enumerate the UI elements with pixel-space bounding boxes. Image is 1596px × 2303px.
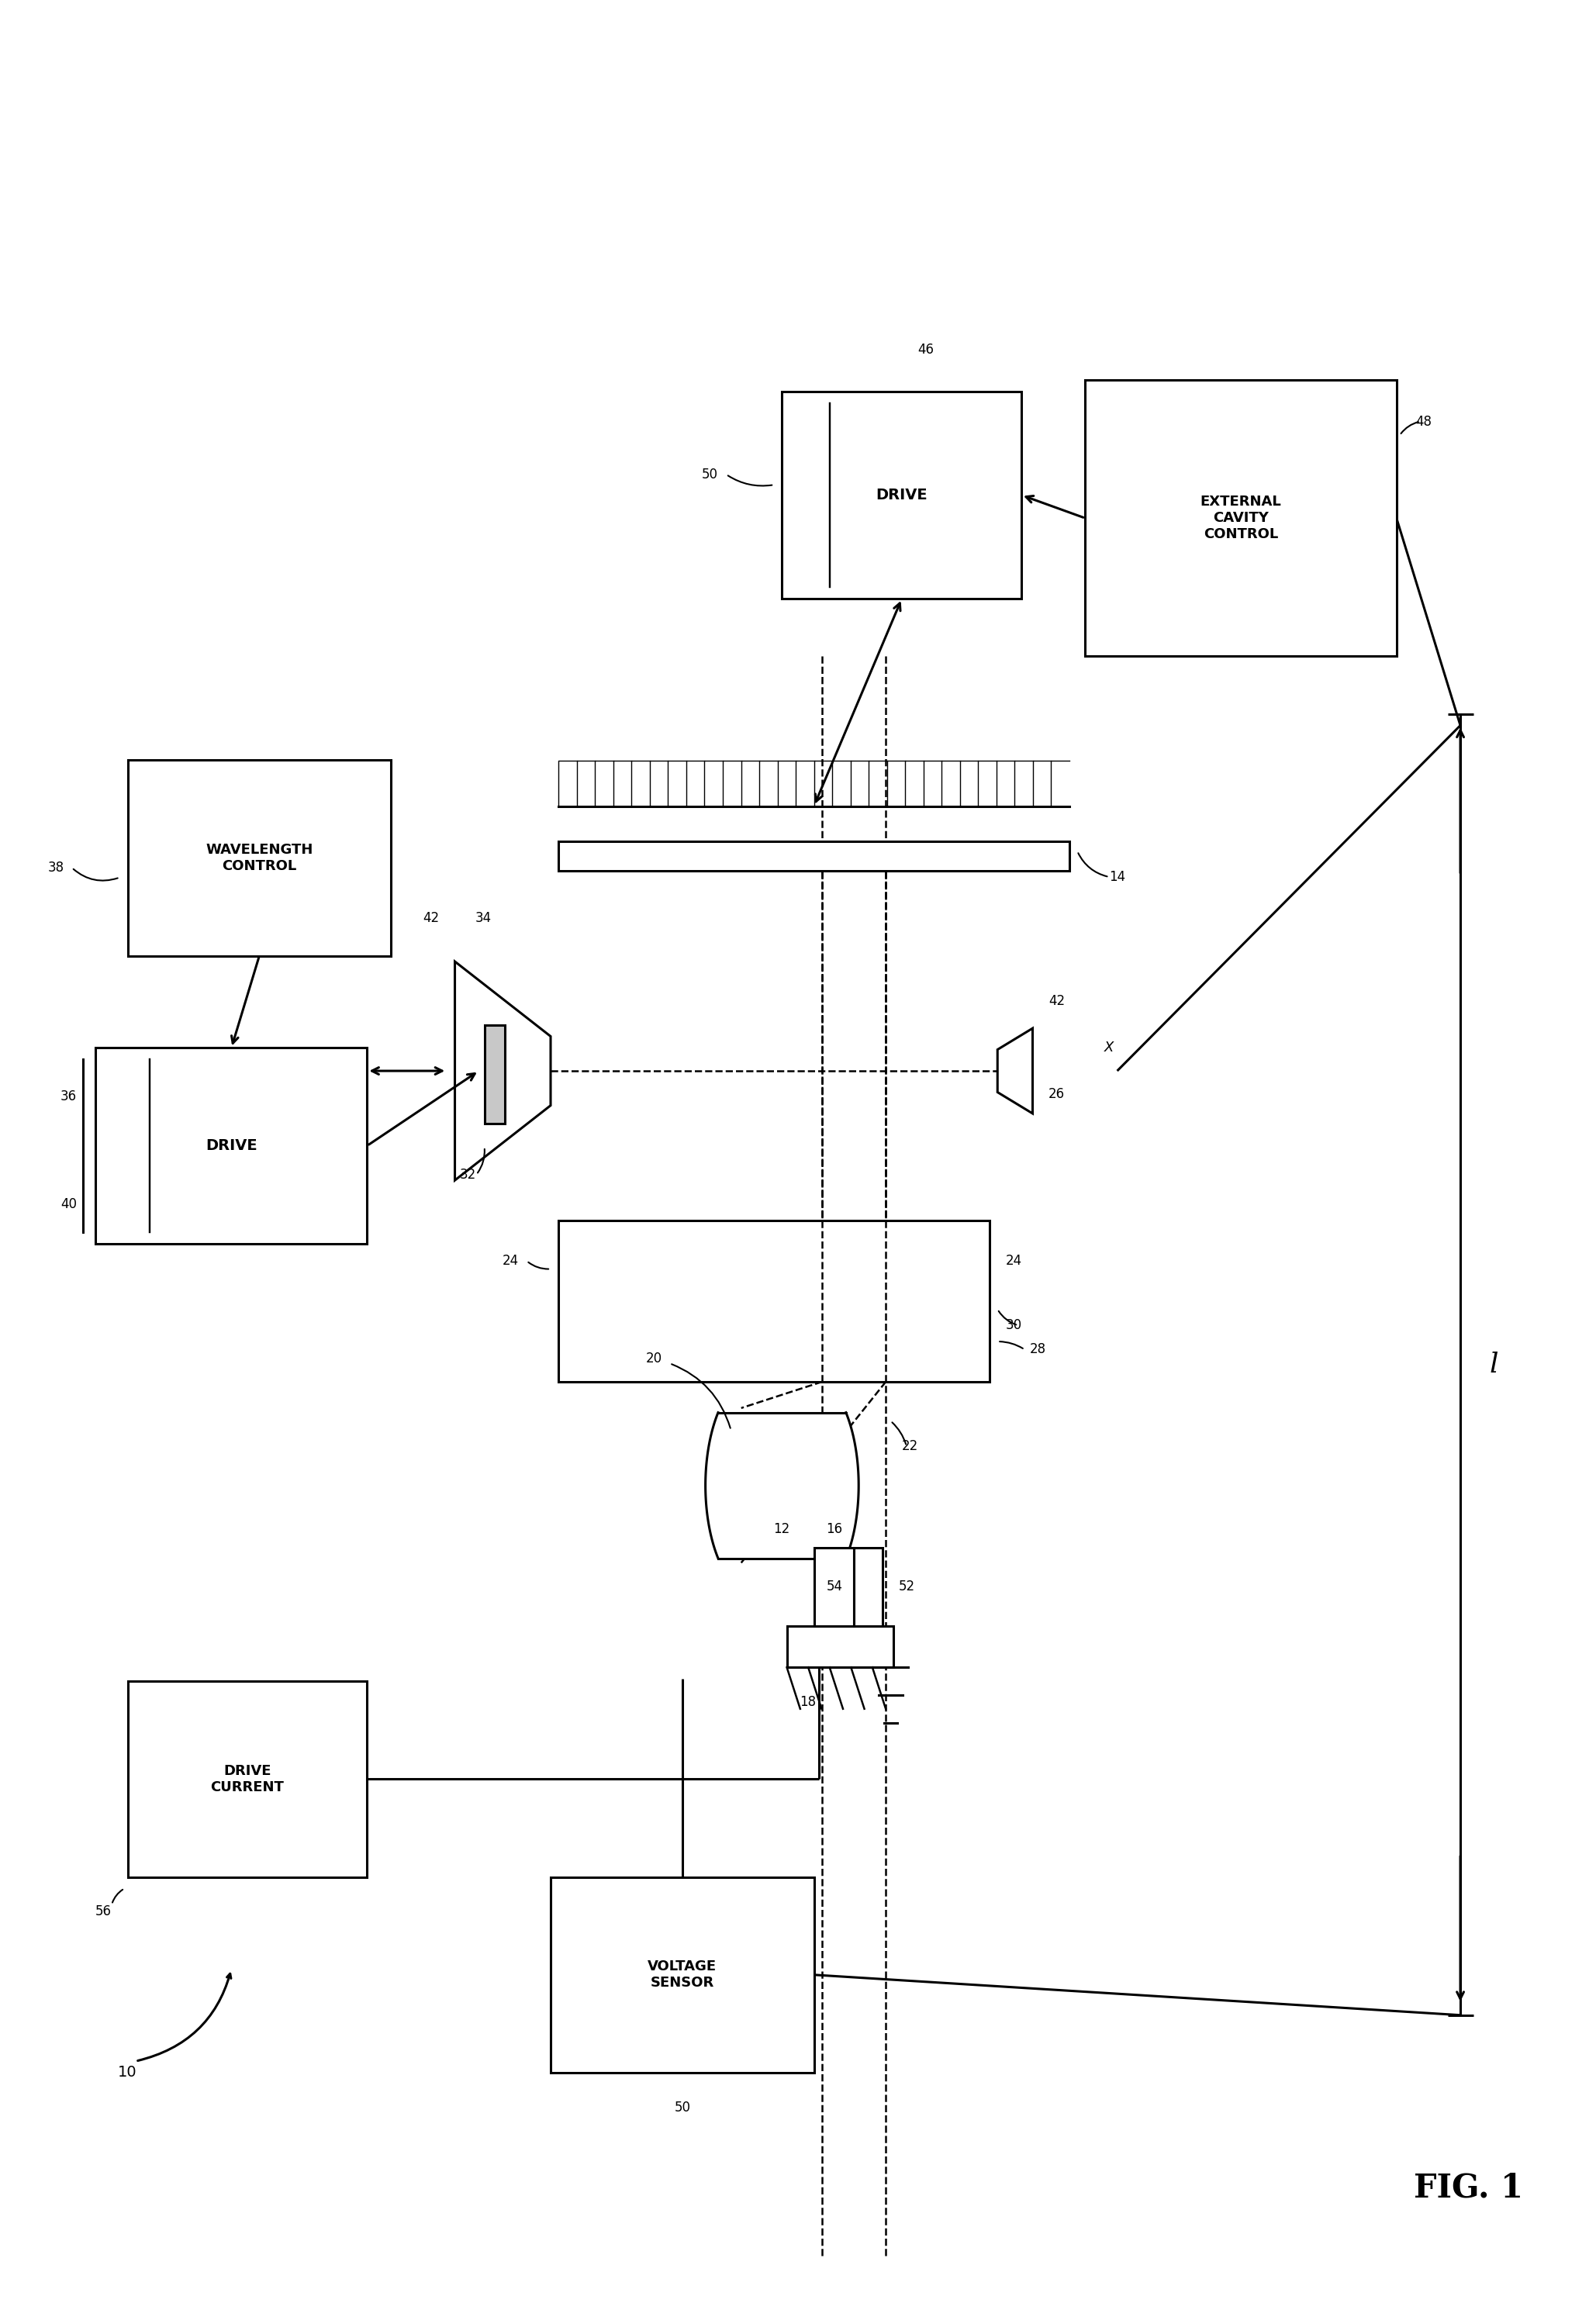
Text: X: X	[1104, 1041, 1114, 1055]
Polygon shape	[455, 963, 551, 1181]
Text: 38: 38	[48, 861, 64, 875]
Text: FIG. 1: FIG. 1	[1414, 2172, 1523, 2204]
Bar	[559, 1221, 990, 1382]
Text: 12: 12	[774, 1522, 790, 1536]
Text: 50: 50	[702, 468, 718, 481]
Text: EXTERNAL
CAVITY
CONTROL: EXTERNAL CAVITY CONTROL	[1200, 495, 1282, 541]
Bar	[96, 1048, 367, 1244]
Text: 56: 56	[96, 1905, 112, 1918]
Text: 36: 36	[61, 1089, 77, 1103]
Text: 20: 20	[646, 1352, 662, 1366]
Text: DRIVE: DRIVE	[876, 488, 927, 502]
Text: 52: 52	[899, 1580, 915, 1594]
Text: 50: 50	[674, 2100, 691, 2114]
Text: 54: 54	[827, 1580, 843, 1594]
Text: 32: 32	[460, 1168, 476, 1181]
Polygon shape	[998, 1027, 1033, 1115]
Text: 10: 10	[118, 2066, 137, 2080]
Text: DRIVE
CURRENT: DRIVE CURRENT	[211, 1764, 284, 1794]
Text: 24: 24	[503, 1253, 519, 1269]
Text: 42: 42	[423, 910, 439, 926]
Bar	[1085, 380, 1396, 656]
Bar	[128, 1681, 367, 1877]
Bar	[559, 841, 1069, 871]
Text: 26: 26	[1049, 1087, 1065, 1101]
Bar	[787, 1626, 894, 1667]
Text: 28: 28	[1029, 1343, 1045, 1356]
Text: 14: 14	[1109, 871, 1125, 884]
Text: WAVELENGTH
CONTROL: WAVELENGTH CONTROL	[206, 843, 313, 873]
Text: l: l	[1489, 1352, 1499, 1377]
Bar	[814, 1548, 854, 1626]
Text: 30: 30	[1005, 1317, 1021, 1333]
Text: 18: 18	[800, 1695, 817, 1709]
Bar	[854, 1548, 883, 1626]
Text: 48: 48	[1416, 415, 1432, 428]
Bar	[782, 392, 1021, 599]
Text: 24: 24	[1005, 1253, 1021, 1269]
Text: 16: 16	[825, 1522, 843, 1536]
Text: VOLTAGE
SENSOR: VOLTAGE SENSOR	[648, 1960, 717, 1990]
Text: 46: 46	[918, 343, 934, 357]
Text: 22: 22	[902, 1439, 918, 1453]
Text: 42: 42	[1049, 995, 1065, 1009]
Text: 34: 34	[476, 910, 492, 926]
Polygon shape	[705, 1412, 859, 1559]
Bar	[128, 760, 391, 956]
Text: 40: 40	[61, 1198, 77, 1211]
Bar	[484, 1025, 504, 1124]
Bar	[551, 1877, 814, 2073]
Text: DRIVE: DRIVE	[206, 1138, 257, 1154]
